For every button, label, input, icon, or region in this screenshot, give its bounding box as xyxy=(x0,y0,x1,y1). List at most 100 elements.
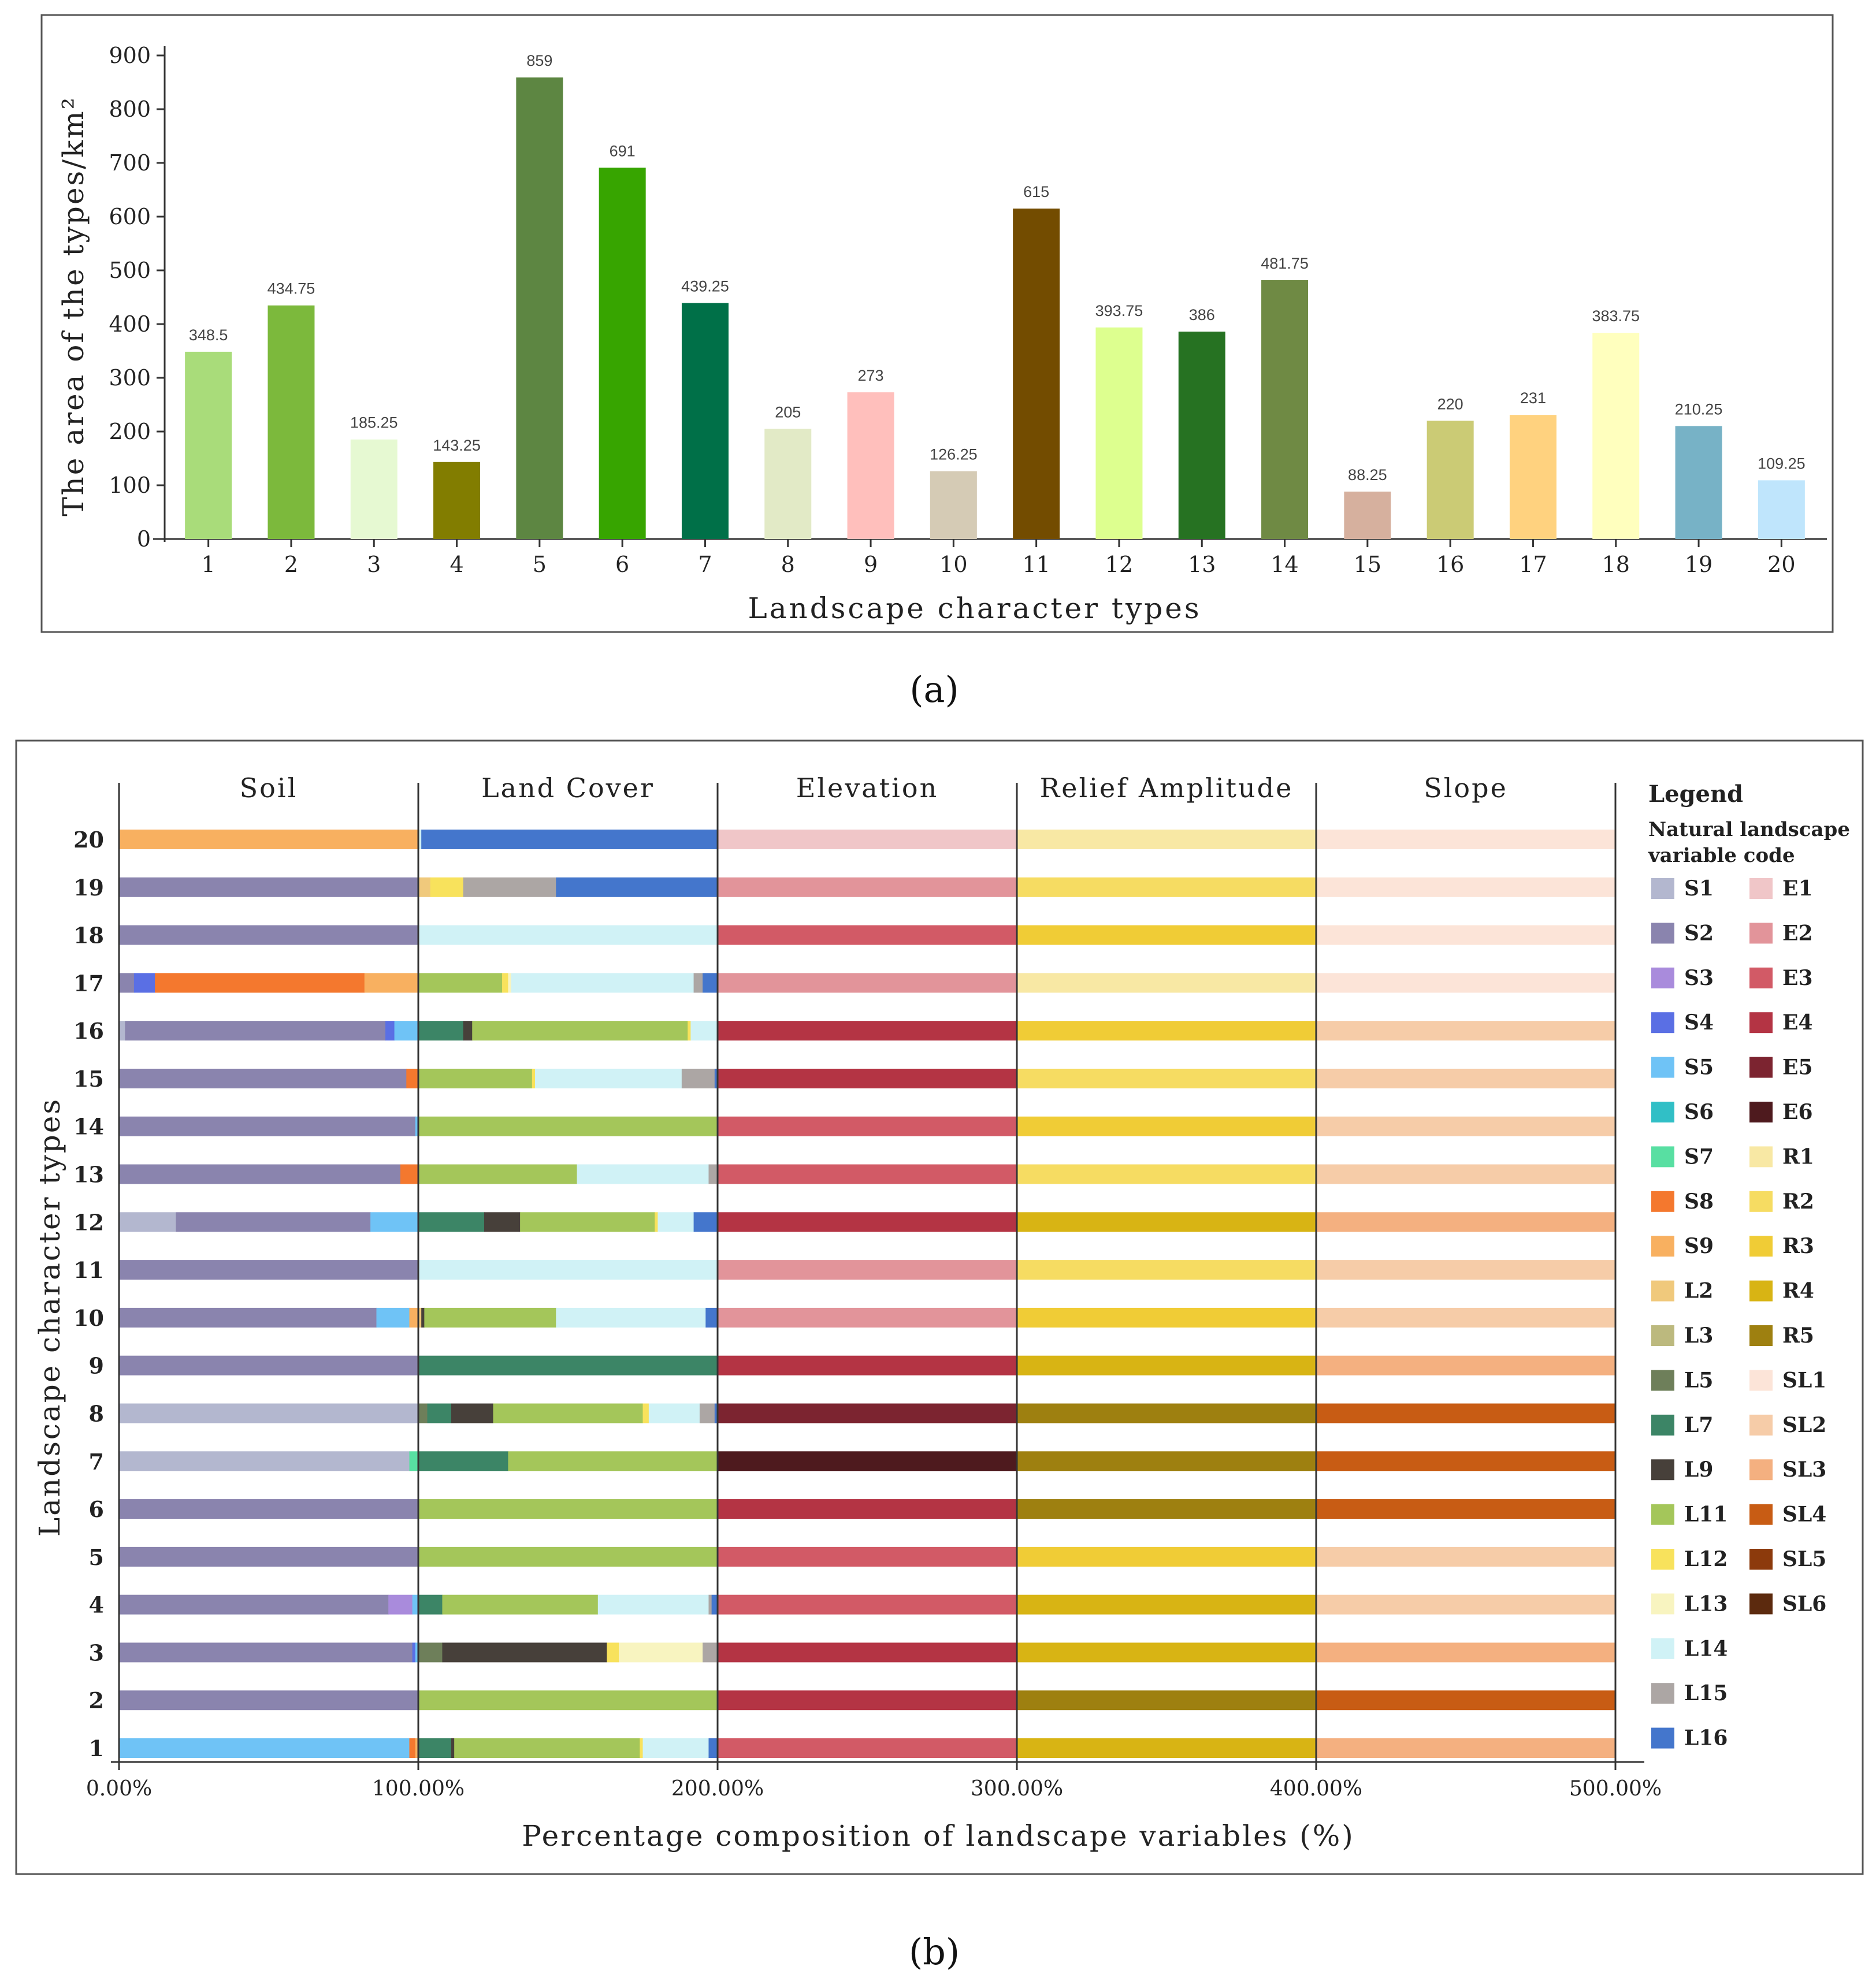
x-tick-label: 200.00% xyxy=(671,1777,764,1801)
segment-type-15-L14 xyxy=(535,1068,682,1088)
x-tick-label: 20 xyxy=(1767,552,1795,577)
y-tick-label: 13 xyxy=(73,1162,104,1188)
segment-type-4-L11 xyxy=(442,1594,599,1615)
legend-label: E5 xyxy=(1782,1055,1813,1080)
bar-type-16 xyxy=(1426,421,1474,539)
chart-b-legend: Legend Natural landscape variable code S… xyxy=(1648,780,1850,1750)
segment-type-4-E3 xyxy=(718,1594,1017,1615)
x-tick-label: 2 xyxy=(284,552,298,577)
segment-type-16-L12 xyxy=(688,1021,691,1041)
segment-type-18-SL1 xyxy=(1316,925,1616,945)
x-tick-label: 17 xyxy=(1519,552,1547,577)
segment-type-17-S8 xyxy=(155,973,365,993)
bar-type-11 xyxy=(1013,209,1060,539)
legend-items: S1 S2 S3 S4 S5 S6 S7 S8 S9 L2 L3 L5 L7 L9 L11 L12 L13 L14… xyxy=(1651,876,1826,1750)
legend-label: S2 xyxy=(1684,921,1714,945)
y-tick-label: 12 xyxy=(73,1209,104,1235)
bar-value-label: 386 xyxy=(1189,306,1215,324)
legend-label: R1 xyxy=(1782,1144,1814,1169)
bar-type-20 xyxy=(1758,480,1805,539)
chart-a-y-axis-title: The area of the types/km² xyxy=(57,96,90,516)
segment-type-20-SL1 xyxy=(1316,830,1616,849)
segment-type-19-SL1 xyxy=(1316,877,1616,897)
segment-type-6-SL4 xyxy=(1316,1499,1616,1519)
segment-type-7-S1 xyxy=(119,1451,410,1471)
legend-swatch-S7 xyxy=(1651,1146,1674,1168)
segment-type-20-E1 xyxy=(718,830,1017,849)
segment-type-12-S2 xyxy=(176,1212,371,1232)
segment-type-3-R4 xyxy=(1017,1642,1317,1663)
segment-type-17-L14 xyxy=(511,973,694,993)
segment-type-6-L11 xyxy=(418,1499,718,1519)
legend-label: R2 xyxy=(1782,1189,1814,1214)
segment-type-20-L14 xyxy=(418,830,422,849)
segment-type-13-L11 xyxy=(418,1164,578,1184)
segment-type-8-L16 xyxy=(714,1403,718,1423)
segment-type-3-L9 xyxy=(442,1642,607,1663)
segment-type-4-S2 xyxy=(119,1594,389,1615)
x-tick-label: 14 xyxy=(1271,552,1298,577)
segment-type-18-R3 xyxy=(1017,925,1317,945)
legend-swatch-S8 xyxy=(1651,1191,1674,1212)
bar-value-label: 220 xyxy=(1437,395,1463,412)
segment-type-19-L2 xyxy=(418,877,431,897)
segment-type-7-L7 xyxy=(418,1451,508,1471)
segment-type-1-L7 xyxy=(418,1738,452,1758)
segment-type-8-R5 xyxy=(1017,1403,1317,1423)
legend-swatch-S2 xyxy=(1651,923,1674,944)
segment-type-15-L15 xyxy=(681,1068,715,1088)
x-tick-label: 400.00% xyxy=(1270,1777,1362,1801)
bar-type-18 xyxy=(1592,333,1640,539)
legend-swatch-L11 xyxy=(1651,1504,1674,1525)
legend-swatch-R2 xyxy=(1749,1191,1773,1212)
legend-label: L16 xyxy=(1684,1726,1728,1750)
segment-type-16-SL2 xyxy=(1316,1021,1616,1041)
segment-type-15-E4 xyxy=(718,1068,1017,1088)
chart-a-y-ticks: 0 100 200 300 400 500 600 700 800 900 xyxy=(109,43,165,552)
legend-swatch-S3 xyxy=(1651,967,1674,988)
bar-value-label: 348.5 xyxy=(189,326,228,344)
segment-type-8-L5 xyxy=(418,1403,428,1423)
segment-type-4-L7 xyxy=(418,1594,443,1615)
segment-type-17-L13 xyxy=(508,973,512,993)
x-tick-label: 100.00% xyxy=(372,1777,465,1801)
x-tick-label: 9 xyxy=(864,552,878,577)
bar-value-label: 185.25 xyxy=(350,414,398,432)
x-tick-label: 11 xyxy=(1022,552,1050,577)
legend-swatch-S1 xyxy=(1651,878,1674,899)
x-tick-label: 3 xyxy=(367,552,381,577)
bar-chart-area-by-type: 0 100 200 300 400 500 600 700 800 900 348.5 434.75… xyxy=(40,14,1834,711)
segment-type-5-S2 xyxy=(119,1547,419,1567)
segment-type-3-L12 xyxy=(607,1642,619,1663)
chart-a-caption: (a) xyxy=(909,668,959,711)
bar-value-label: 205 xyxy=(775,403,801,421)
legend-swatch-S5 xyxy=(1651,1057,1674,1078)
legend-label: L13 xyxy=(1684,1592,1728,1616)
bar-value-label: 126.25 xyxy=(930,446,978,463)
legend-swatch-L3 xyxy=(1651,1325,1674,1346)
legend-swatch-SL3 xyxy=(1749,1459,1773,1481)
y-tick-label: 7 xyxy=(89,1448,104,1474)
legend-label: L3 xyxy=(1684,1324,1713,1348)
segment-type-12-L16 xyxy=(693,1212,718,1232)
segment-type-10-SL2 xyxy=(1316,1307,1616,1328)
x-tick-label: 19 xyxy=(1685,552,1712,577)
segment-type-15-SL2 xyxy=(1316,1068,1616,1088)
segment-type-12-S1 xyxy=(119,1212,177,1232)
segment-type-1-L16 xyxy=(708,1738,718,1758)
x-tick-label: 15 xyxy=(1354,552,1381,577)
segment-type-16-L7 xyxy=(418,1021,464,1041)
legend-label: R3 xyxy=(1782,1234,1814,1258)
y-tick-label: 200 xyxy=(109,419,151,444)
segment-type-1-L11 xyxy=(454,1738,640,1758)
bar-value-label: 383.75 xyxy=(1592,307,1640,325)
segment-type-16-S1 xyxy=(119,1021,125,1041)
segment-type-7-R5 xyxy=(1017,1451,1317,1471)
legend-label: S8 xyxy=(1684,1189,1714,1214)
segment-type-17-E2 xyxy=(718,973,1017,993)
y-tick-label: 800 xyxy=(109,96,151,122)
legend-swatch-L16 xyxy=(1651,1727,1674,1749)
segment-type-10-R3 xyxy=(1017,1307,1317,1328)
segment-type-9-R4 xyxy=(1017,1355,1317,1376)
legend-swatch-SL4 xyxy=(1749,1504,1773,1525)
